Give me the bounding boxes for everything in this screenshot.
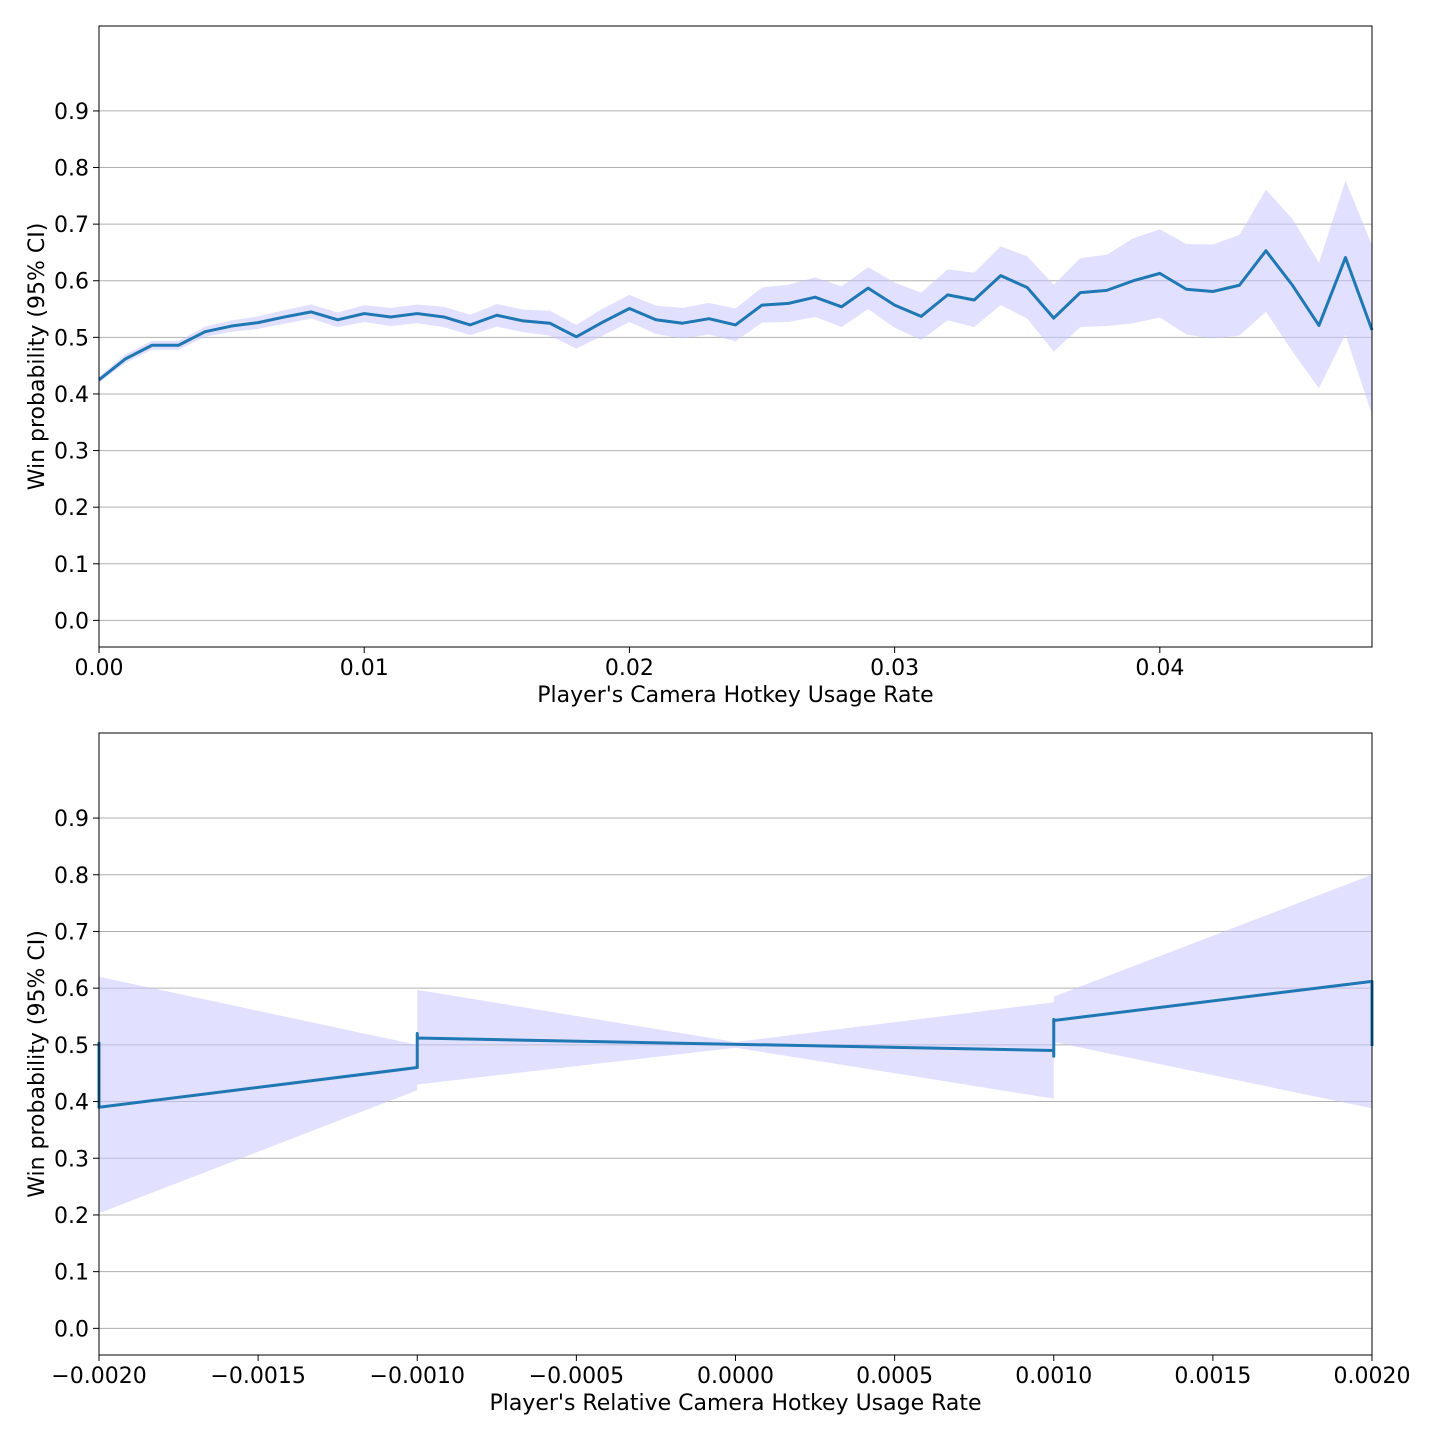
- x-tick-label: 0.0005: [856, 1364, 933, 1389]
- x-tick-label: 0.01: [340, 656, 389, 681]
- x-tick-label: −0.0005: [529, 1364, 624, 1389]
- x-axis-label: Player's Relative Camera Hotkey Usage Ra…: [489, 1391, 981, 1416]
- series-line: [97, 979, 1374, 1109]
- y-axis-label: Win probability (95% CI): [25, 223, 50, 491]
- x-tick-label: −0.0020: [51, 1364, 146, 1389]
- y-tick-label: 0.9: [54, 807, 89, 832]
- y-tick-label: 0.7: [54, 213, 89, 238]
- y-tick-label: 0.8: [54, 864, 89, 889]
- y-tick-label: 0.0: [54, 609, 89, 634]
- x-axis-label: Player's Camera Hotkey Usage Rate: [537, 683, 933, 708]
- x-tick-label: 0.0000: [697, 1364, 774, 1389]
- y-tick-label: 0.6: [54, 270, 89, 295]
- y-tick-label: 0.2: [54, 1204, 89, 1229]
- confidence-band: [99, 180, 1372, 415]
- series-line: [98, 249, 1374, 381]
- x-tick-label: 0.0010: [1015, 1364, 1092, 1389]
- x-tick-label: 0.0020: [1334, 1364, 1411, 1389]
- y-tick-label: 0.6: [54, 977, 89, 1002]
- y-tick-label: 0.7: [54, 920, 89, 945]
- y-axis-label: Win probability (95% CI): [25, 930, 50, 1198]
- y-tick-label: 0.8: [54, 157, 89, 182]
- x-tick-label: 0.00: [75, 656, 124, 681]
- axes-frame: [98, 25, 1373, 648]
- y-tick-label: 0.3: [54, 440, 89, 465]
- y-tick-label: 0.2: [54, 496, 89, 521]
- y-tick-label: 0.5: [54, 1034, 89, 1059]
- y-tick-label: 0.3: [54, 1147, 89, 1172]
- x-tick-label: 0.04: [1135, 656, 1184, 681]
- x-tick-label: −0.0010: [370, 1364, 465, 1389]
- y-tick-label: 0.0: [54, 1317, 89, 1342]
- y-tick-label: 0.1: [54, 1261, 89, 1286]
- x-tick-label: −0.0015: [210, 1364, 305, 1389]
- y-tick-label: 0.5: [54, 326, 89, 351]
- bottom-chart: 0.0 0.1 0.2 0.3 0.4 0.5 0.6 0.7 0.8 0.9 −0.0020 −0.…: [25, 732, 1411, 1416]
- top-chart: 0.0 0.1 0.2 0.3 0.4 0.5 0.6 0.7 0.8 0.9 0.00 0.01 0.…: [25, 25, 1374, 708]
- y-tick-label: 0.4: [54, 1091, 89, 1116]
- x-tick-label: 0.0015: [1174, 1364, 1251, 1389]
- x-tick-label: 0.03: [870, 656, 919, 681]
- x-tick-label: 0.02: [605, 656, 654, 681]
- y-tick-label: 0.4: [54, 383, 89, 408]
- y-tick-label: 0.9: [54, 100, 89, 125]
- y-tick-label: 0.1: [54, 553, 89, 578]
